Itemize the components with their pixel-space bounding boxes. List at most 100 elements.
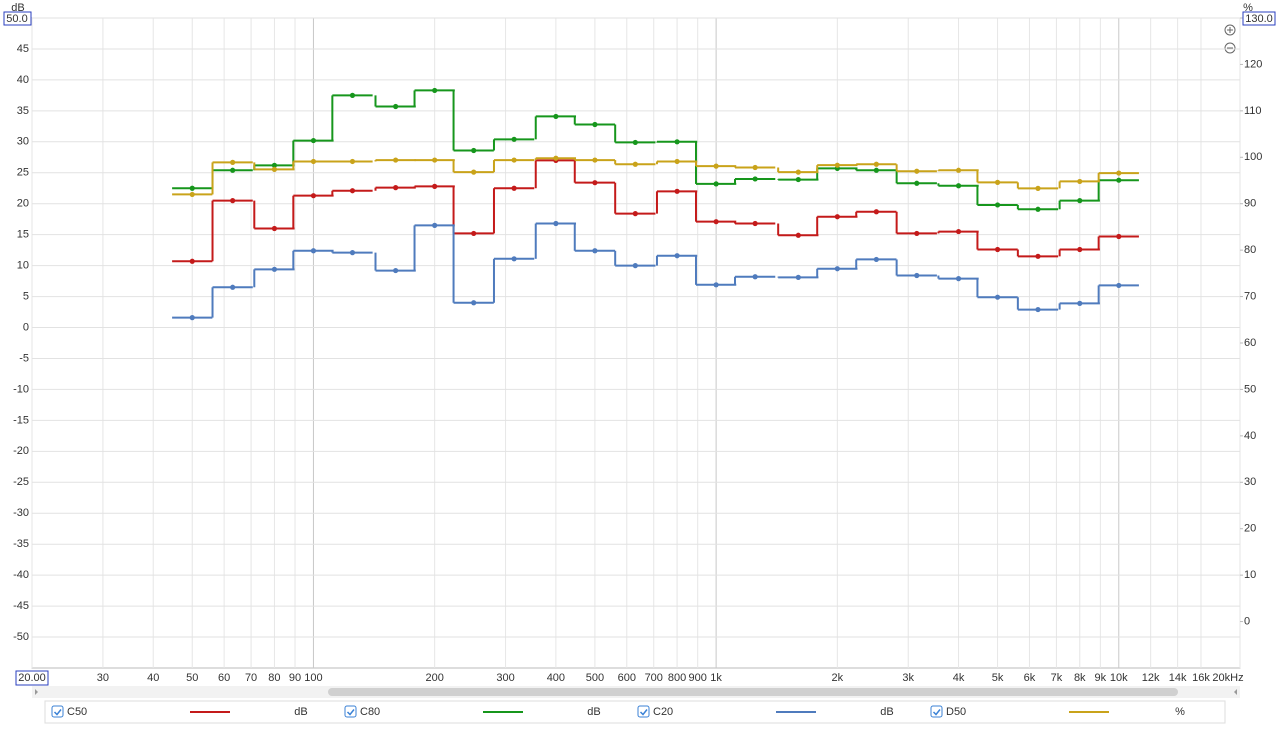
point — [471, 230, 477, 237]
y2-tick-label: 60 — [1244, 337, 1256, 349]
point — [271, 166, 278, 172]
point — [752, 164, 758, 171]
legend-checkbox[interactable] — [637, 705, 650, 718]
y2-tick-label: 10 — [1244, 569, 1256, 581]
scroll-right[interactable] — [1234, 689, 1237, 695]
checkbox-box — [930, 705, 943, 718]
point — [1035, 185, 1041, 191]
point — [471, 147, 477, 154]
checkbox-box — [344, 705, 357, 718]
x-tick-label: 9k — [1095, 672, 1107, 684]
point — [310, 248, 317, 254]
x-tick-label: 500 — [586, 672, 604, 684]
series — [172, 87, 1139, 212]
legend-unit: dB — [294, 706, 307, 718]
checkbox-tick — [932, 709, 941, 716]
y2-tick-label: 80 — [1244, 244, 1256, 256]
y-tick-label: -30 — [13, 507, 29, 519]
x-tick-label: 4k — [953, 672, 965, 684]
point — [432, 87, 438, 94]
point — [511, 157, 517, 163]
point — [1116, 177, 1122, 183]
point — [393, 185, 399, 191]
zoom-out[interactable] — [1224, 42, 1236, 54]
scrollbar-thumb[interactable] — [328, 688, 1178, 696]
point — [393, 267, 399, 274]
point — [795, 274, 801, 280]
y2-tick-label: 50 — [1244, 383, 1256, 395]
point — [955, 183, 962, 189]
point — [955, 167, 962, 173]
scroll-left[interactable] — [35, 689, 38, 695]
point — [349, 158, 356, 165]
x-tick-label: 60 — [218, 672, 230, 684]
legend-label: D50 — [946, 706, 966, 718]
x-tick-label: 14k — [1169, 672, 1187, 684]
point — [271, 266, 278, 272]
point — [752, 274, 758, 280]
point — [752, 220, 758, 227]
y-tick-label: -10 — [13, 383, 29, 395]
y-tick-label: -50 — [13, 631, 29, 643]
series — [172, 155, 1139, 198]
point — [310, 158, 317, 165]
point — [189, 191, 195, 198]
point — [955, 228, 962, 235]
point — [511, 136, 517, 142]
point — [432, 157, 438, 163]
x-tick-label: 6k — [1024, 672, 1036, 684]
legend-checkbox[interactable] — [51, 705, 64, 718]
point — [632, 161, 638, 167]
point — [795, 169, 801, 175]
point — [834, 266, 840, 272]
checkbox-box — [637, 705, 650, 718]
x-tick-label: 80 — [268, 672, 280, 684]
y-tick-label: 25 — [17, 167, 29, 179]
point — [873, 209, 879, 215]
zoom-in[interactable] — [1224, 24, 1236, 36]
axis-end-box — [1242, 11, 1276, 26]
y-tick-label: 30 — [17, 136, 29, 148]
axis-end-box — [15, 670, 49, 686]
x-tick-label: 70 — [245, 672, 257, 684]
y-tick-label: 20 — [17, 198, 29, 210]
point — [994, 246, 1001, 253]
y2-tick-label: 40 — [1244, 430, 1256, 442]
point — [592, 180, 598, 186]
point — [592, 121, 598, 128]
point — [1035, 206, 1041, 212]
legend-unit: % — [1175, 706, 1185, 718]
point — [189, 258, 195, 264]
axis-end-box — [3, 11, 32, 26]
y-tick-label: 15 — [17, 229, 29, 241]
point — [674, 139, 680, 145]
point — [1077, 198, 1083, 204]
legend-checkbox[interactable] — [344, 705, 357, 718]
y-tick-label: -45 — [13, 600, 29, 612]
series — [172, 220, 1139, 321]
y-tick-label: 10 — [17, 260, 29, 272]
checkbox-box — [51, 705, 64, 718]
point — [713, 282, 719, 288]
x-tick-label: 16k — [1192, 672, 1210, 684]
legend-checkbox[interactable] — [930, 705, 943, 718]
y-tick-label: -15 — [13, 414, 29, 426]
point — [795, 232, 801, 238]
x-tick-label: 100 — [304, 672, 322, 684]
point — [955, 276, 962, 282]
point — [1077, 300, 1083, 306]
x-tick-label: 400 — [547, 672, 565, 684]
point — [994, 179, 1001, 185]
y2-axis-unit: % — [1243, 2, 1253, 14]
point — [795, 176, 801, 183]
point — [752, 176, 758, 182]
point — [592, 157, 598, 163]
point — [1116, 233, 1122, 240]
point — [432, 183, 438, 189]
point — [310, 137, 317, 144]
y2-tick-label: 120 — [1244, 58, 1262, 70]
point — [393, 103, 399, 110]
x-tick-label: 200 — [425, 672, 443, 684]
point — [873, 256, 879, 263]
